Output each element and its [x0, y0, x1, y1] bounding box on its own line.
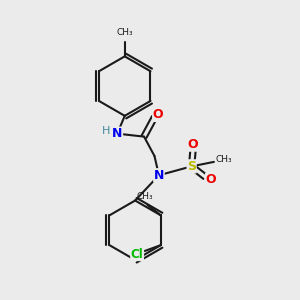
- Text: CH₃: CH₃: [215, 155, 232, 164]
- Text: CH₃: CH₃: [116, 28, 133, 37]
- Text: N: N: [154, 169, 164, 182]
- Text: O: O: [188, 138, 198, 151]
- Text: N: N: [112, 127, 122, 140]
- Text: CH₃: CH₃: [137, 191, 153, 200]
- Text: O: O: [153, 108, 163, 122]
- Text: H: H: [102, 126, 110, 136]
- Text: O: O: [206, 173, 216, 186]
- Text: S: S: [187, 160, 196, 173]
- Text: Cl: Cl: [131, 248, 143, 260]
